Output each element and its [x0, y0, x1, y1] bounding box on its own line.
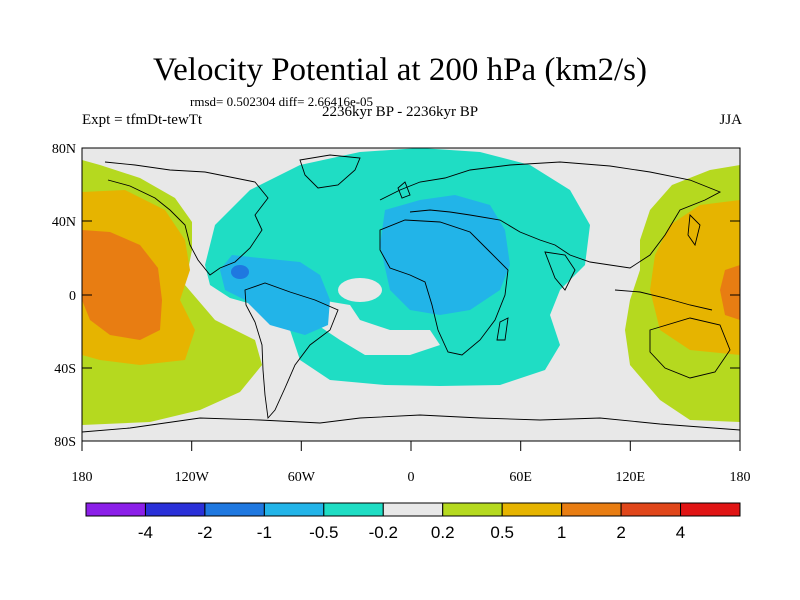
colorbar-swatch	[442, 502, 503, 517]
colorbar-swatch	[620, 502, 682, 517]
coastlines	[82, 154, 740, 433]
colorbar-label: 1	[557, 523, 566, 542]
colorbar-swatch	[561, 502, 622, 517]
contour-positive-east-mid	[650, 200, 740, 355]
colorbar-label: 0.5	[490, 523, 514, 542]
lon-tick-60w: 60W	[288, 470, 316, 485]
period-label: 2236kyr BP - 2236kyr BP	[321, 104, 479, 120]
colorbar-label: 4	[676, 523, 685, 542]
plot-title: Velocity Potential at 200 hPa (km2/s)	[152, 52, 648, 88]
colorbar-label: -1	[257, 523, 272, 542]
contour-positive-west-core	[82, 230, 162, 340]
colorbar: -4 -2 -1 -0.5 -0.2 0.2 0.5 1 2 4	[85, 502, 741, 542]
coast-uk	[397, 181, 411, 199]
lon-tick-180e: 180	[730, 470, 751, 485]
contour-positive-east-core	[720, 265, 740, 320]
lon-tick-120e: 120E	[616, 470, 646, 485]
contour-hole	[338, 278, 382, 302]
colorbar-label: 0.2	[431, 523, 455, 542]
coast-eurasia	[379, 161, 722, 269]
colorbar-swatch	[263, 502, 325, 517]
lat-tick-80n: 80N	[52, 142, 76, 157]
lat-tick-40s: 40S	[54, 362, 76, 377]
experiment-label: Expt = tfmDt-tewTt	[82, 112, 203, 128]
contour-fill	[82, 148, 740, 441]
colorbar-label: -2	[197, 523, 212, 542]
lat-axis: 80N 40N 0 40S 80S	[52, 142, 740, 450]
colorbar-swatch	[501, 502, 563, 517]
lat-tick-80s: 80S	[54, 435, 76, 450]
colorbar-swatch	[323, 502, 384, 517]
coast-south-america	[244, 282, 339, 420]
coast-madagascar	[496, 317, 509, 341]
coast-australia	[649, 317, 731, 379]
lon-tick-60e: 60E	[509, 470, 532, 485]
coast-antarctica	[82, 414, 740, 433]
colorbar-swatch	[680, 502, 741, 517]
lon-tick-180w: 180	[72, 470, 93, 485]
colorbar-swatch	[85, 502, 146, 517]
colorbar-label: -4	[138, 523, 153, 542]
coast-africa	[379, 219, 509, 356]
colorbar-swatch	[204, 502, 265, 517]
colorbar-swatch	[382, 502, 444, 517]
contour-negative-dark	[231, 265, 249, 279]
colorbar-label: -0.5	[309, 523, 338, 542]
coast-india	[544, 251, 576, 291]
colorbar-label: -0.2	[369, 523, 398, 542]
colorbar-label: 2	[616, 523, 625, 542]
coast-greenland	[299, 154, 361, 189]
lon-tick-120w: 120W	[175, 470, 210, 485]
lon-tick-0: 0	[408, 470, 415, 485]
season-label: JJA	[719, 112, 742, 128]
contour-negative-core-east	[380, 195, 510, 315]
coast-indonesia	[614, 289, 713, 311]
stats-text: rmsd= 0.502304 diff= 2.66416e-05	[190, 94, 374, 109]
lat-tick-0: 0	[69, 289, 76, 304]
coast-japan	[687, 214, 701, 247]
lat-tick-40n: 40N	[52, 215, 76, 230]
lon-axis: 180 120W 60W 0 60E 120E 180	[72, 441, 751, 485]
colorbar-swatch	[144, 502, 206, 517]
coast-north-america	[104, 161, 269, 276]
